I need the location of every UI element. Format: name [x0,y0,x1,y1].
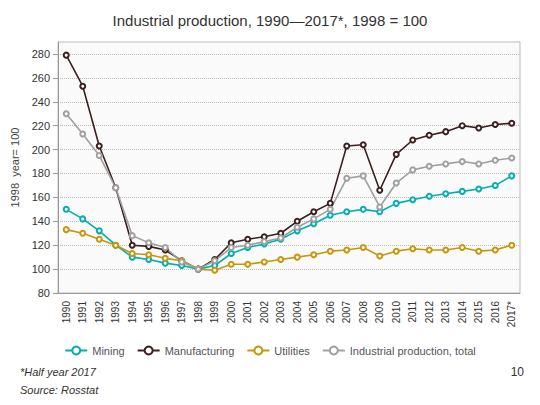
svg-text:*Half year 2017: *Half year 2017 [20,366,97,378]
svg-text:240: 240 [32,96,50,108]
svg-text:2006: 2006 [325,301,336,324]
svg-text:1996: 1996 [160,301,171,324]
svg-text:2000: 2000 [226,301,237,324]
svg-text:10: 10 [511,365,525,379]
svg-text:1991: 1991 [77,301,88,324]
svg-text:1997: 1997 [176,301,187,324]
svg-text:Mining: Mining [92,345,124,357]
svg-text:Source: Rosstat: Source: Rosstat [20,384,99,396]
svg-text:2013: 2013 [440,301,451,324]
svg-text:2008: 2008 [358,301,369,324]
svg-text:1998: 1998 [193,301,204,324]
svg-text:2001: 2001 [242,301,253,324]
svg-text:80: 80 [38,287,50,299]
svg-text:180: 180 [32,167,50,179]
svg-text:Industrial production, 1990—20: Industrial production, 1990—2017*, 1998 … [113,12,428,29]
svg-text:2009: 2009 [374,301,385,324]
svg-text:1999: 1999 [209,301,220,324]
svg-text:120: 120 [32,239,50,251]
svg-text:2003: 2003 [275,301,286,324]
svg-text:2017*: 2017* [506,301,517,327]
svg-text:1995: 1995 [143,301,154,324]
svg-text:260: 260 [32,72,50,84]
svg-text:220: 220 [32,120,50,132]
svg-text:2010: 2010 [391,301,402,324]
svg-text:2005: 2005 [308,301,319,324]
svg-text:1990: 1990 [61,301,72,324]
svg-text:2002: 2002 [259,301,270,324]
svg-text:2014: 2014 [457,301,468,324]
svg-text:2007: 2007 [341,301,352,324]
svg-text:200: 200 [32,144,50,156]
svg-text:Industrial production, total: Industrial production, total [350,345,476,357]
svg-text:2012: 2012 [424,301,435,324]
svg-text:1992: 1992 [94,301,105,324]
svg-text:1993: 1993 [110,301,121,324]
svg-text:Manufacturing: Manufacturing [165,345,235,357]
svg-text:140: 140 [32,215,50,227]
svg-text:2011: 2011 [407,301,418,323]
svg-text:100: 100 [32,263,50,275]
svg-text:1994: 1994 [127,301,138,324]
svg-text:2004: 2004 [292,301,303,324]
svg-text:160: 160 [32,191,50,203]
svg-text:1998 year= 100: 1998 year= 100 [9,128,21,208]
svg-text:2016: 2016 [490,301,501,324]
svg-text:280: 280 [32,48,50,60]
svg-text:Utilities: Utilities [274,345,310,357]
svg-text:2015: 2015 [473,301,484,324]
